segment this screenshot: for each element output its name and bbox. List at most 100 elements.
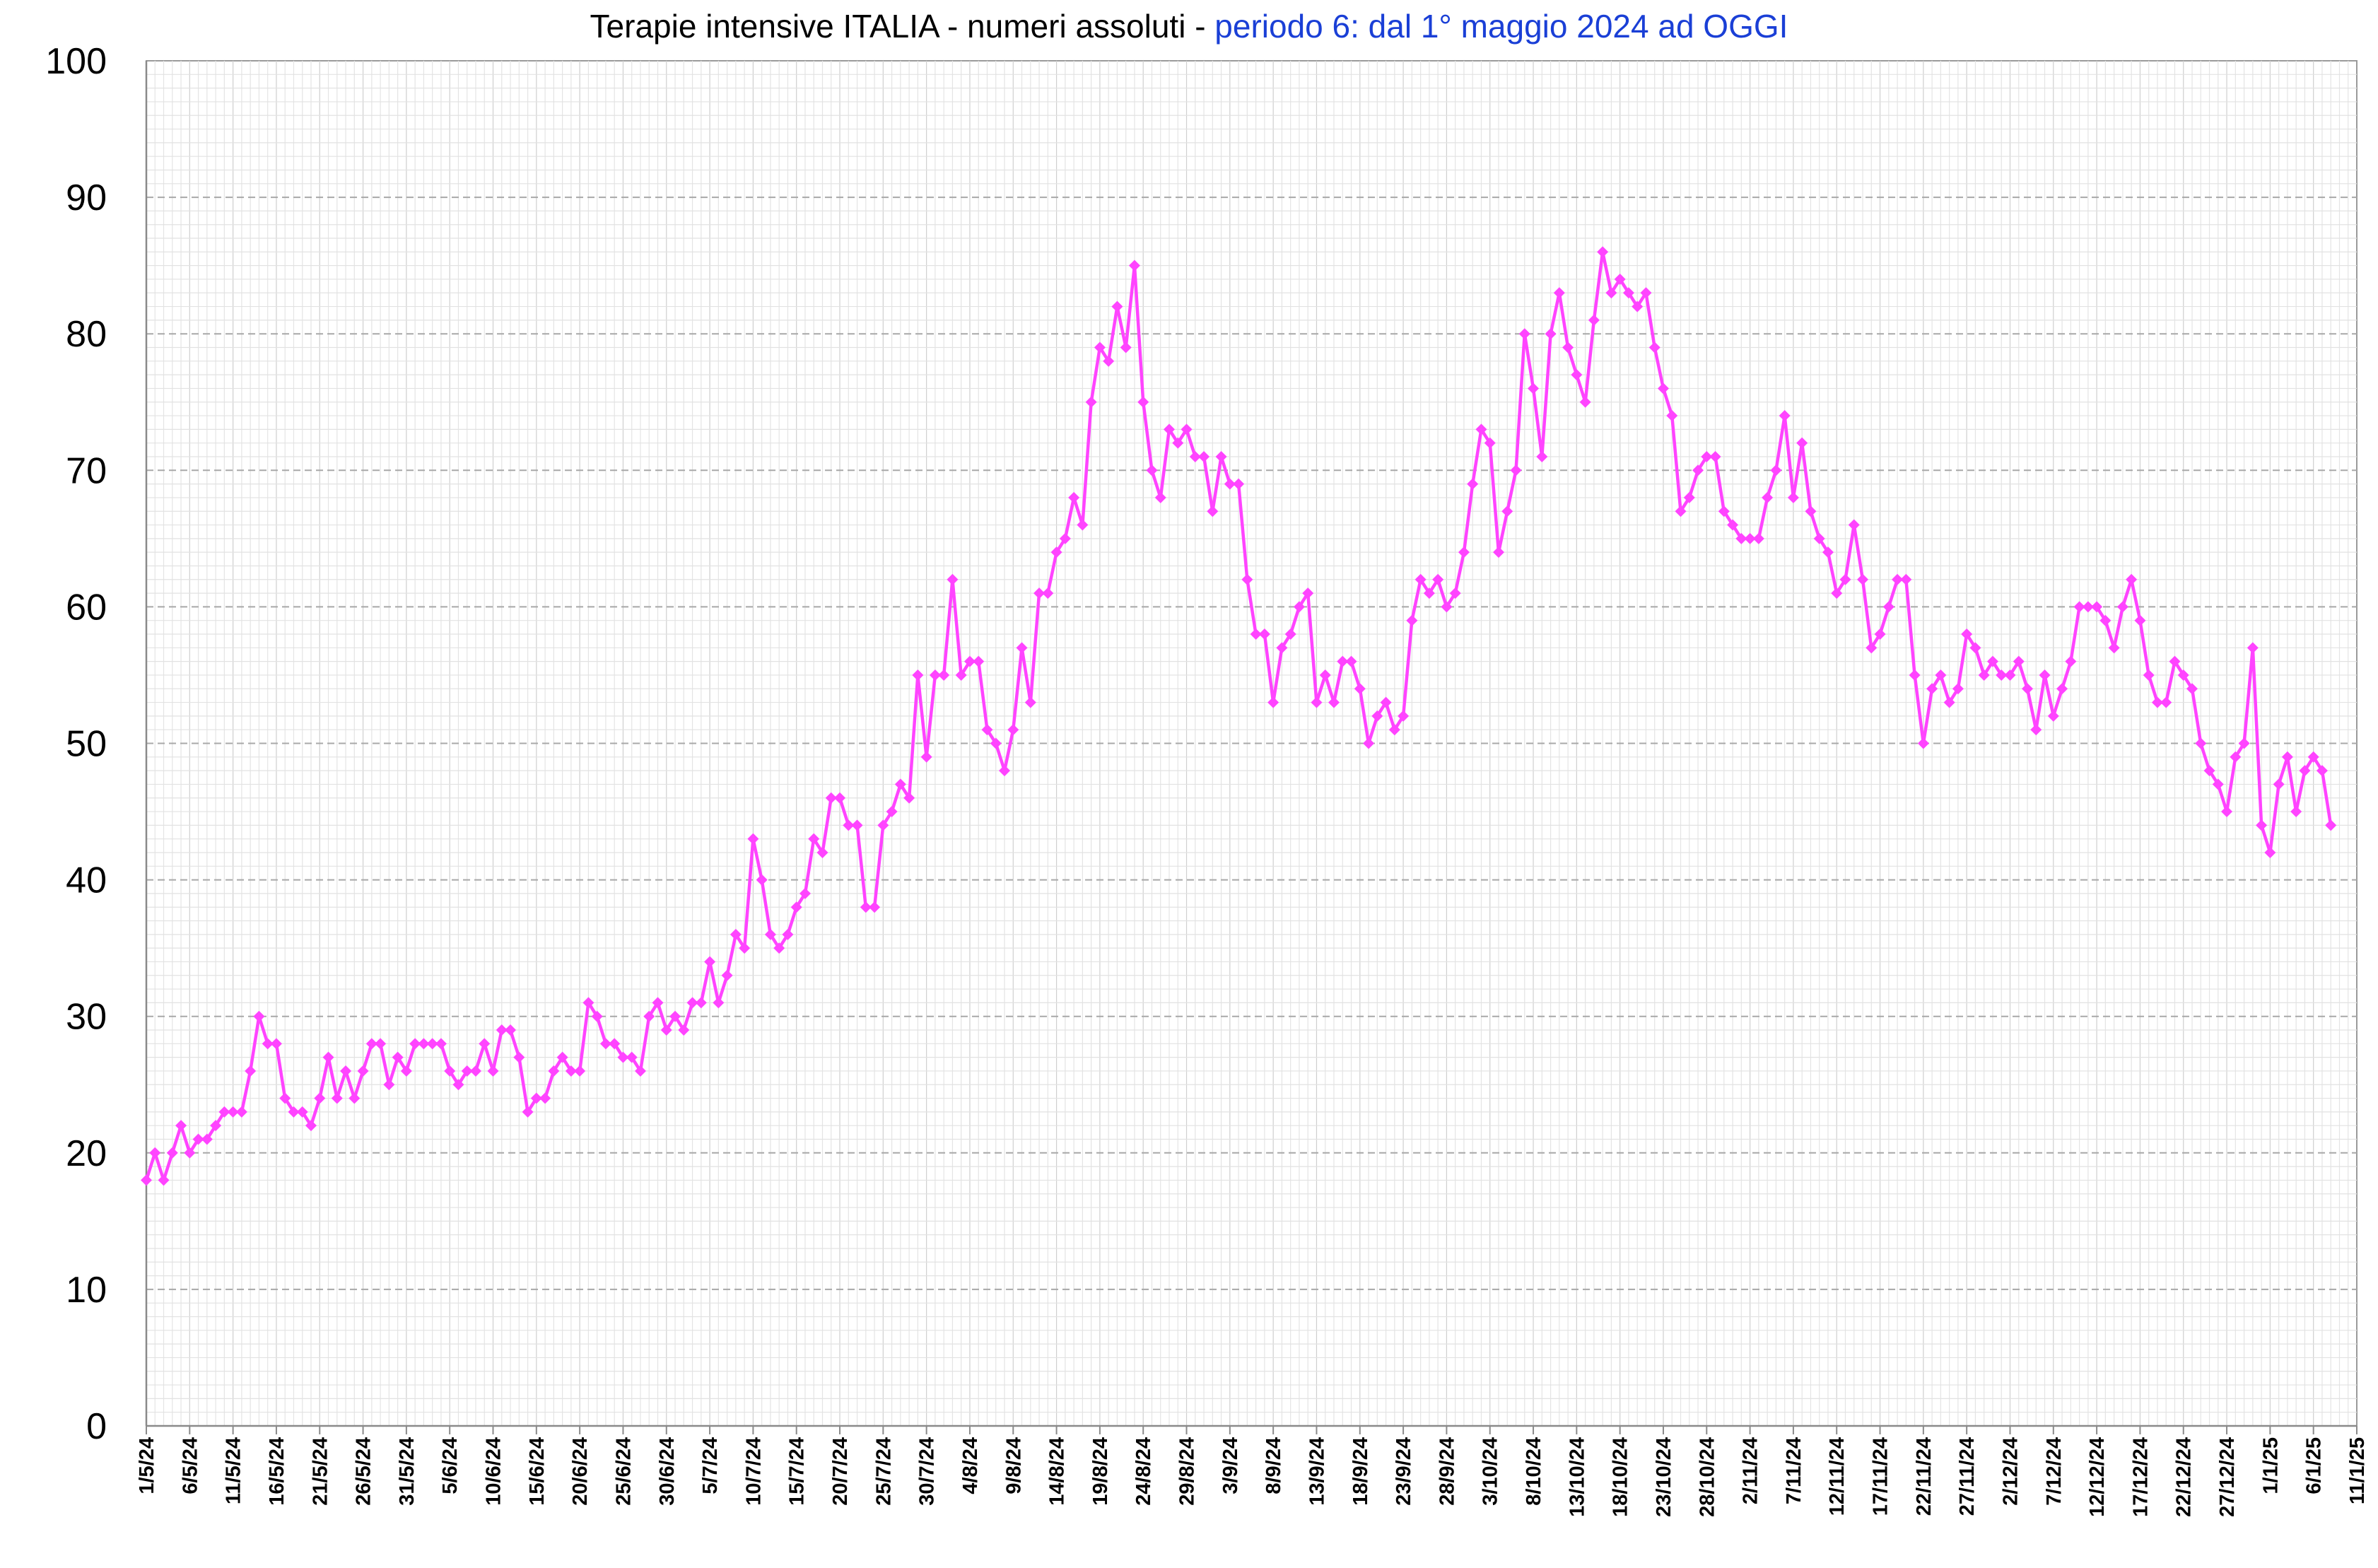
x-tick-label: 14/8/24 bbox=[1046, 1437, 1069, 1506]
data-point bbox=[392, 1051, 404, 1063]
x-tick-label: 11/5/24 bbox=[223, 1437, 245, 1504]
data-point bbox=[262, 1038, 274, 1050]
data-point bbox=[1164, 423, 1176, 435]
x-tick-label: 10/7/24 bbox=[742, 1437, 765, 1506]
data-point bbox=[1917, 737, 1929, 749]
data-point bbox=[1016, 642, 1028, 654]
x-tick-label: 30/7/24 bbox=[916, 1437, 939, 1506]
data-point bbox=[2212, 778, 2224, 790]
data-point bbox=[1284, 628, 1296, 640]
x-tick-label: 11/1/25 bbox=[2346, 1437, 2369, 1504]
data-point bbox=[2082, 601, 2094, 613]
data-point bbox=[1050, 546, 1062, 558]
data-point bbox=[1068, 491, 1080, 503]
data-point bbox=[1137, 396, 1149, 408]
data-point bbox=[184, 1147, 196, 1159]
data-point bbox=[1128, 259, 1140, 271]
data-point bbox=[981, 724, 993, 736]
x-tick-label: 2/11/24 bbox=[1740, 1437, 1762, 1504]
x-tick-label: 24/8/24 bbox=[1132, 1437, 1155, 1506]
data-point bbox=[1770, 464, 1782, 476]
data-point bbox=[1805, 505, 1817, 517]
data-point bbox=[556, 1051, 568, 1063]
data-point bbox=[1276, 642, 1288, 654]
x-tick-label: 28/9/24 bbox=[1436, 1437, 1458, 1506]
data-point bbox=[1892, 573, 1904, 585]
data-point bbox=[218, 1106, 230, 1118]
data-point bbox=[1952, 683, 1964, 695]
data-point bbox=[418, 1038, 430, 1050]
data-point bbox=[1059, 532, 1071, 544]
data-point bbox=[1406, 614, 1418, 626]
data-point bbox=[357, 1065, 369, 1077]
data-point bbox=[1042, 587, 1054, 599]
data-point bbox=[235, 1106, 247, 1118]
x-tick-label: 7/12/24 bbox=[2043, 1437, 2066, 1506]
x-tick-label: 29/8/24 bbox=[1176, 1437, 1199, 1506]
data-point bbox=[479, 1038, 491, 1050]
data-point bbox=[790, 901, 802, 913]
x-tick-label: 30/6/24 bbox=[656, 1437, 679, 1506]
data-point bbox=[713, 997, 725, 1009]
y-tick-label: 70 bbox=[66, 450, 107, 491]
data-point bbox=[1701, 450, 1713, 462]
data-point bbox=[1103, 355, 1115, 367]
data-point bbox=[1935, 669, 1947, 681]
data-point bbox=[1518, 328, 1530, 340]
data-point bbox=[643, 1010, 655, 1022]
data-point bbox=[1033, 587, 1046, 599]
x-tick-label: 27/12/24 bbox=[2216, 1437, 2239, 1517]
data-point bbox=[999, 765, 1011, 777]
y-tick-label: 40 bbox=[66, 860, 107, 901]
data-point bbox=[1007, 724, 1019, 736]
data-point bbox=[1640, 287, 1652, 299]
data-point bbox=[2247, 642, 2259, 654]
x-tick-label: 23/9/24 bbox=[1393, 1437, 1415, 1506]
chart-title-part1: Terapie intensive ITALIA - numeri assolu… bbox=[590, 8, 1215, 45]
data-point bbox=[886, 806, 898, 818]
y-tick-label: 90 bbox=[66, 177, 107, 218]
x-tick-label: 18/10/24 bbox=[1610, 1437, 1632, 1517]
data-point bbox=[2221, 806, 2233, 818]
data-point bbox=[530, 1092, 542, 1104]
data-point bbox=[1709, 450, 1721, 462]
data-point bbox=[799, 887, 811, 899]
data-point bbox=[1822, 546, 1834, 558]
data-point bbox=[2281, 751, 2293, 763]
data-point bbox=[1258, 628, 1270, 640]
x-tick-label: 25/7/24 bbox=[872, 1437, 895, 1506]
data-point bbox=[686, 997, 698, 1009]
data-point bbox=[1622, 287, 1634, 299]
data-point bbox=[1215, 450, 1227, 462]
data-point bbox=[1579, 396, 1591, 408]
x-tick-label: 22/11/24 bbox=[1913, 1437, 1935, 1516]
x-tick-label: 22/12/24 bbox=[2173, 1437, 2196, 1517]
data-point bbox=[1510, 464, 1522, 476]
data-point bbox=[1692, 464, 1704, 476]
data-point bbox=[1675, 505, 1687, 517]
data-point bbox=[1311, 696, 1323, 708]
x-tick-label: 26/5/24 bbox=[353, 1437, 375, 1506]
data-point bbox=[444, 1065, 456, 1077]
x-tick-labels: 1/5/24 6/5/24 11/5/24 16/5/24 21/5/24 26/5/24… bbox=[136, 1426, 2369, 1517]
data-point bbox=[2108, 642, 2120, 654]
data-point bbox=[669, 1010, 681, 1022]
data-point bbox=[599, 1038, 611, 1050]
data-point bbox=[1250, 628, 1262, 640]
chart-title-period: periodo 6: dal 1° maggio 2024 ad OGGI bbox=[1214, 8, 1788, 45]
data-point bbox=[1233, 478, 1245, 490]
x-tick-label: 13/9/24 bbox=[1306, 1437, 1328, 1506]
data-point bbox=[1388, 724, 1400, 736]
data-point bbox=[1969, 642, 1981, 654]
data-point bbox=[678, 1024, 690, 1036]
data-point bbox=[1492, 546, 1504, 558]
x-tick-label: 15/6/24 bbox=[526, 1437, 549, 1506]
data-point bbox=[1449, 587, 1461, 599]
data-point bbox=[938, 669, 950, 681]
data-point bbox=[2264, 846, 2276, 858]
data-point bbox=[1120, 341, 1132, 353]
data-point bbox=[756, 874, 768, 886]
x-tick-label: 6/1/25 bbox=[2303, 1437, 2326, 1494]
data-point bbox=[747, 833, 759, 845]
data-point bbox=[2134, 614, 2146, 626]
